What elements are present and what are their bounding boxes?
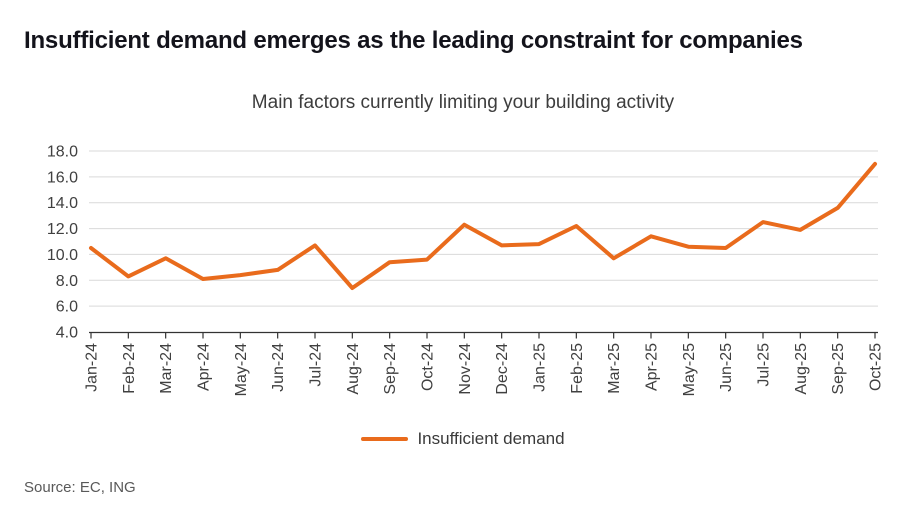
x-axis-tick-label: Mar-25 (606, 343, 623, 394)
x-axis-tick-label: Jun-25 (718, 343, 735, 392)
chart-title: Main factors currently limiting your bui… (251, 92, 675, 113)
series-line-insufficient-demand (89, 161, 877, 290)
y-axis-tick-label: 4.0 (56, 325, 78, 342)
y-axis-tick-label: 10.0 (47, 247, 78, 264)
x-axis-tick-label: Jan-25 (532, 343, 549, 392)
line-chart: 4.0 6.0 8.0 10.0 12.0 14.0 16.0 18.0 Jan-24 Feb-2… (47, 144, 885, 397)
x-axis-tick-label: Apr-24 (196, 343, 213, 391)
y-axis-tick-label: 16.0 (47, 169, 78, 186)
x-axis-tick-label: Sep-25 (830, 343, 847, 395)
chart-legend: Insufficient demand (13, 429, 900, 449)
x-axis-tick-label: Feb-25 (569, 343, 586, 394)
y-axis-tick-label: 18.0 (47, 144, 78, 161)
x-axis-tick-label: Jul-24 (308, 343, 325, 387)
legend-line-swatch (361, 437, 409, 441)
y-axis-tick-label: 8.0 (56, 273, 78, 290)
y-axis-tick-label: 6.0 (56, 299, 78, 316)
source-text: Source: EC, ING (24, 479, 136, 496)
x-axis-tick-label: Oct-24 (420, 343, 437, 391)
x-axis-tick-label: May-25 (681, 343, 698, 396)
x-axis-tick-label: Sep-24 (382, 343, 399, 395)
x-axis-tick-label: Dec-24 (494, 343, 511, 395)
x-axis-tick-label: Aug-24 (345, 343, 362, 395)
x-axis-tick-label: Jun-24 (270, 343, 287, 392)
page-title: Insufficient demand emerges as the leadi… (24, 27, 803, 54)
y-axis-tick-label: 14.0 (47, 195, 78, 212)
x-axis-tick-label: Jul-25 (756, 343, 773, 387)
x-axis-tick-label: Feb-24 (121, 343, 138, 394)
x-axis-tick-label: Oct-25 (868, 343, 885, 391)
x-axis-tick-label: Mar-24 (158, 343, 175, 394)
x-axis-tick-label: Aug-25 (793, 343, 810, 395)
x-axis-tick-label: Nov-24 (457, 343, 474, 395)
x-axis-tick-label: May-24 (233, 343, 250, 396)
y-axis-tick-label: 12.0 (47, 221, 78, 238)
legend-label: Insufficient demand (417, 429, 565, 448)
x-axis-tick-label: Jan-24 (84, 343, 101, 392)
x-axis-tick-label: Apr-25 (644, 343, 661, 391)
